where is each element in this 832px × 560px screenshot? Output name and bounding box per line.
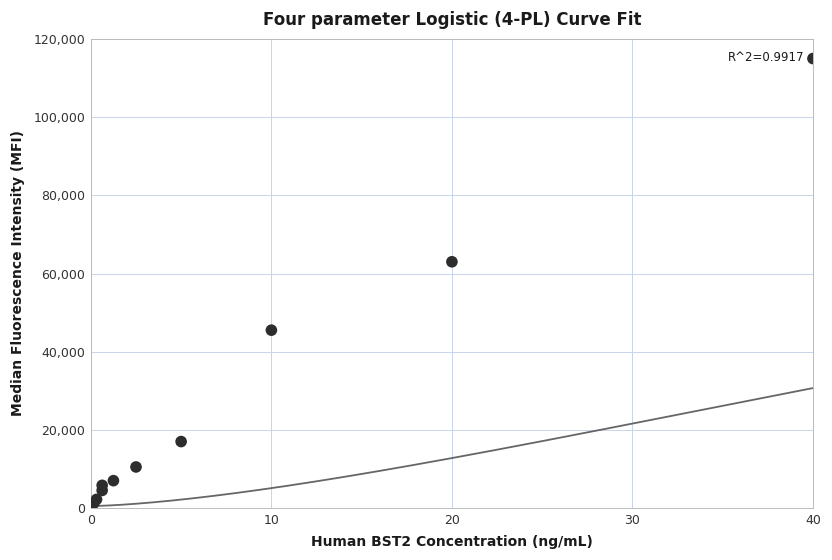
Point [445, 257, 458, 266]
Point [106, 476, 120, 485]
Point [90, 495, 103, 504]
Text: R^2=0.9917: R^2=0.9917 [727, 51, 804, 64]
Point [87, 499, 101, 508]
Title: Four parameter Logistic (4-PL) Curve Fit: Four parameter Logistic (4-PL) Curve Fit [263, 11, 641, 29]
X-axis label: Human BST2 Concentration (ng/mL): Human BST2 Concentration (ng/mL) [311, 535, 593, 549]
Point [806, 54, 820, 63]
Point [265, 326, 278, 335]
Point [129, 463, 142, 472]
Point [96, 481, 109, 490]
Y-axis label: Median Fluorescence Intensity (MFI): Median Fluorescence Intensity (MFI) [11, 130, 25, 417]
Point [175, 437, 188, 446]
Point [96, 486, 109, 495]
